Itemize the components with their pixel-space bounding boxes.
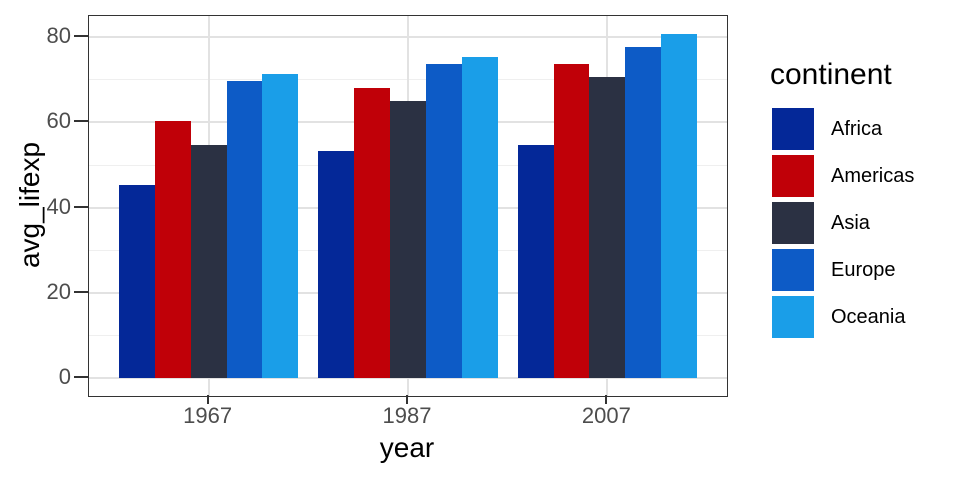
legend-key-swatch [772,296,814,338]
legend: continent Africa Americas Asia Europe Oceani… [770,58,955,343]
bar-1967-europe [226,80,263,379]
bar-1987-americas [354,87,391,379]
y-tick-mark [74,205,88,208]
y-tick-label: 40 [46,193,71,219]
legend-item-oceania: Oceania [770,296,955,338]
bar-2007-oceania [661,33,698,379]
legend-item-americas: Americas [770,155,955,197]
bar-2007-asia [589,76,626,379]
x-tick-mark [206,395,209,404]
x-tick-mark [406,395,408,404]
y-tick-label: 0 [58,364,71,390]
legend-item-asia: Asia [770,202,955,244]
legend-item-label: Asia [831,211,870,234]
y-tick-label: 80 [46,22,71,48]
bar-1987-oceania [461,56,498,379]
bar-1967-americas [154,120,191,379]
y-tick-mark [74,120,88,123]
bar-2007-europe [625,47,662,379]
legend-item-europe: Europe [770,249,955,291]
legend-item-label: Oceania [831,305,906,328]
legend-key-swatch [772,249,814,291]
bar-2007-americas [553,64,590,379]
y-tick-mark [74,291,88,294]
x-tick-label: 1987 [382,403,432,428]
bar-1987-asia [390,101,426,379]
bar-1987-africa [318,150,355,379]
y-axis-title: avg_lifexp [14,141,45,269]
y-tick-mark [74,376,88,379]
bar-1987-europe [425,64,462,379]
plot-panel [88,15,728,397]
bar-1967-asia [190,144,227,379]
legend-items: Africa Americas Asia Europe Oceania [770,108,955,338]
x-tick-label: 2007 [581,403,631,428]
y-tick-label: 20 [46,279,71,305]
legend-item-africa: Africa [770,108,955,150]
legend-item-label: Americas [831,164,915,187]
legend-item-label: Africa [831,117,883,140]
bar-1967-africa [118,185,155,379]
legend-key-swatch [772,155,814,197]
x-tick-mark [605,395,608,404]
legend-key-swatch [772,202,814,244]
x-axis-title: year [379,432,435,463]
bar-1967-oceania [262,74,299,379]
y-tick-mark [74,34,88,37]
x-tick-label: 1967 [183,403,233,428]
legend-title: continent [770,58,892,91]
y-tick-label: 60 [46,108,71,134]
legend-key-swatch [772,108,814,150]
legend-item-label: Europe [831,258,896,281]
bar-2007-africa [517,144,554,379]
